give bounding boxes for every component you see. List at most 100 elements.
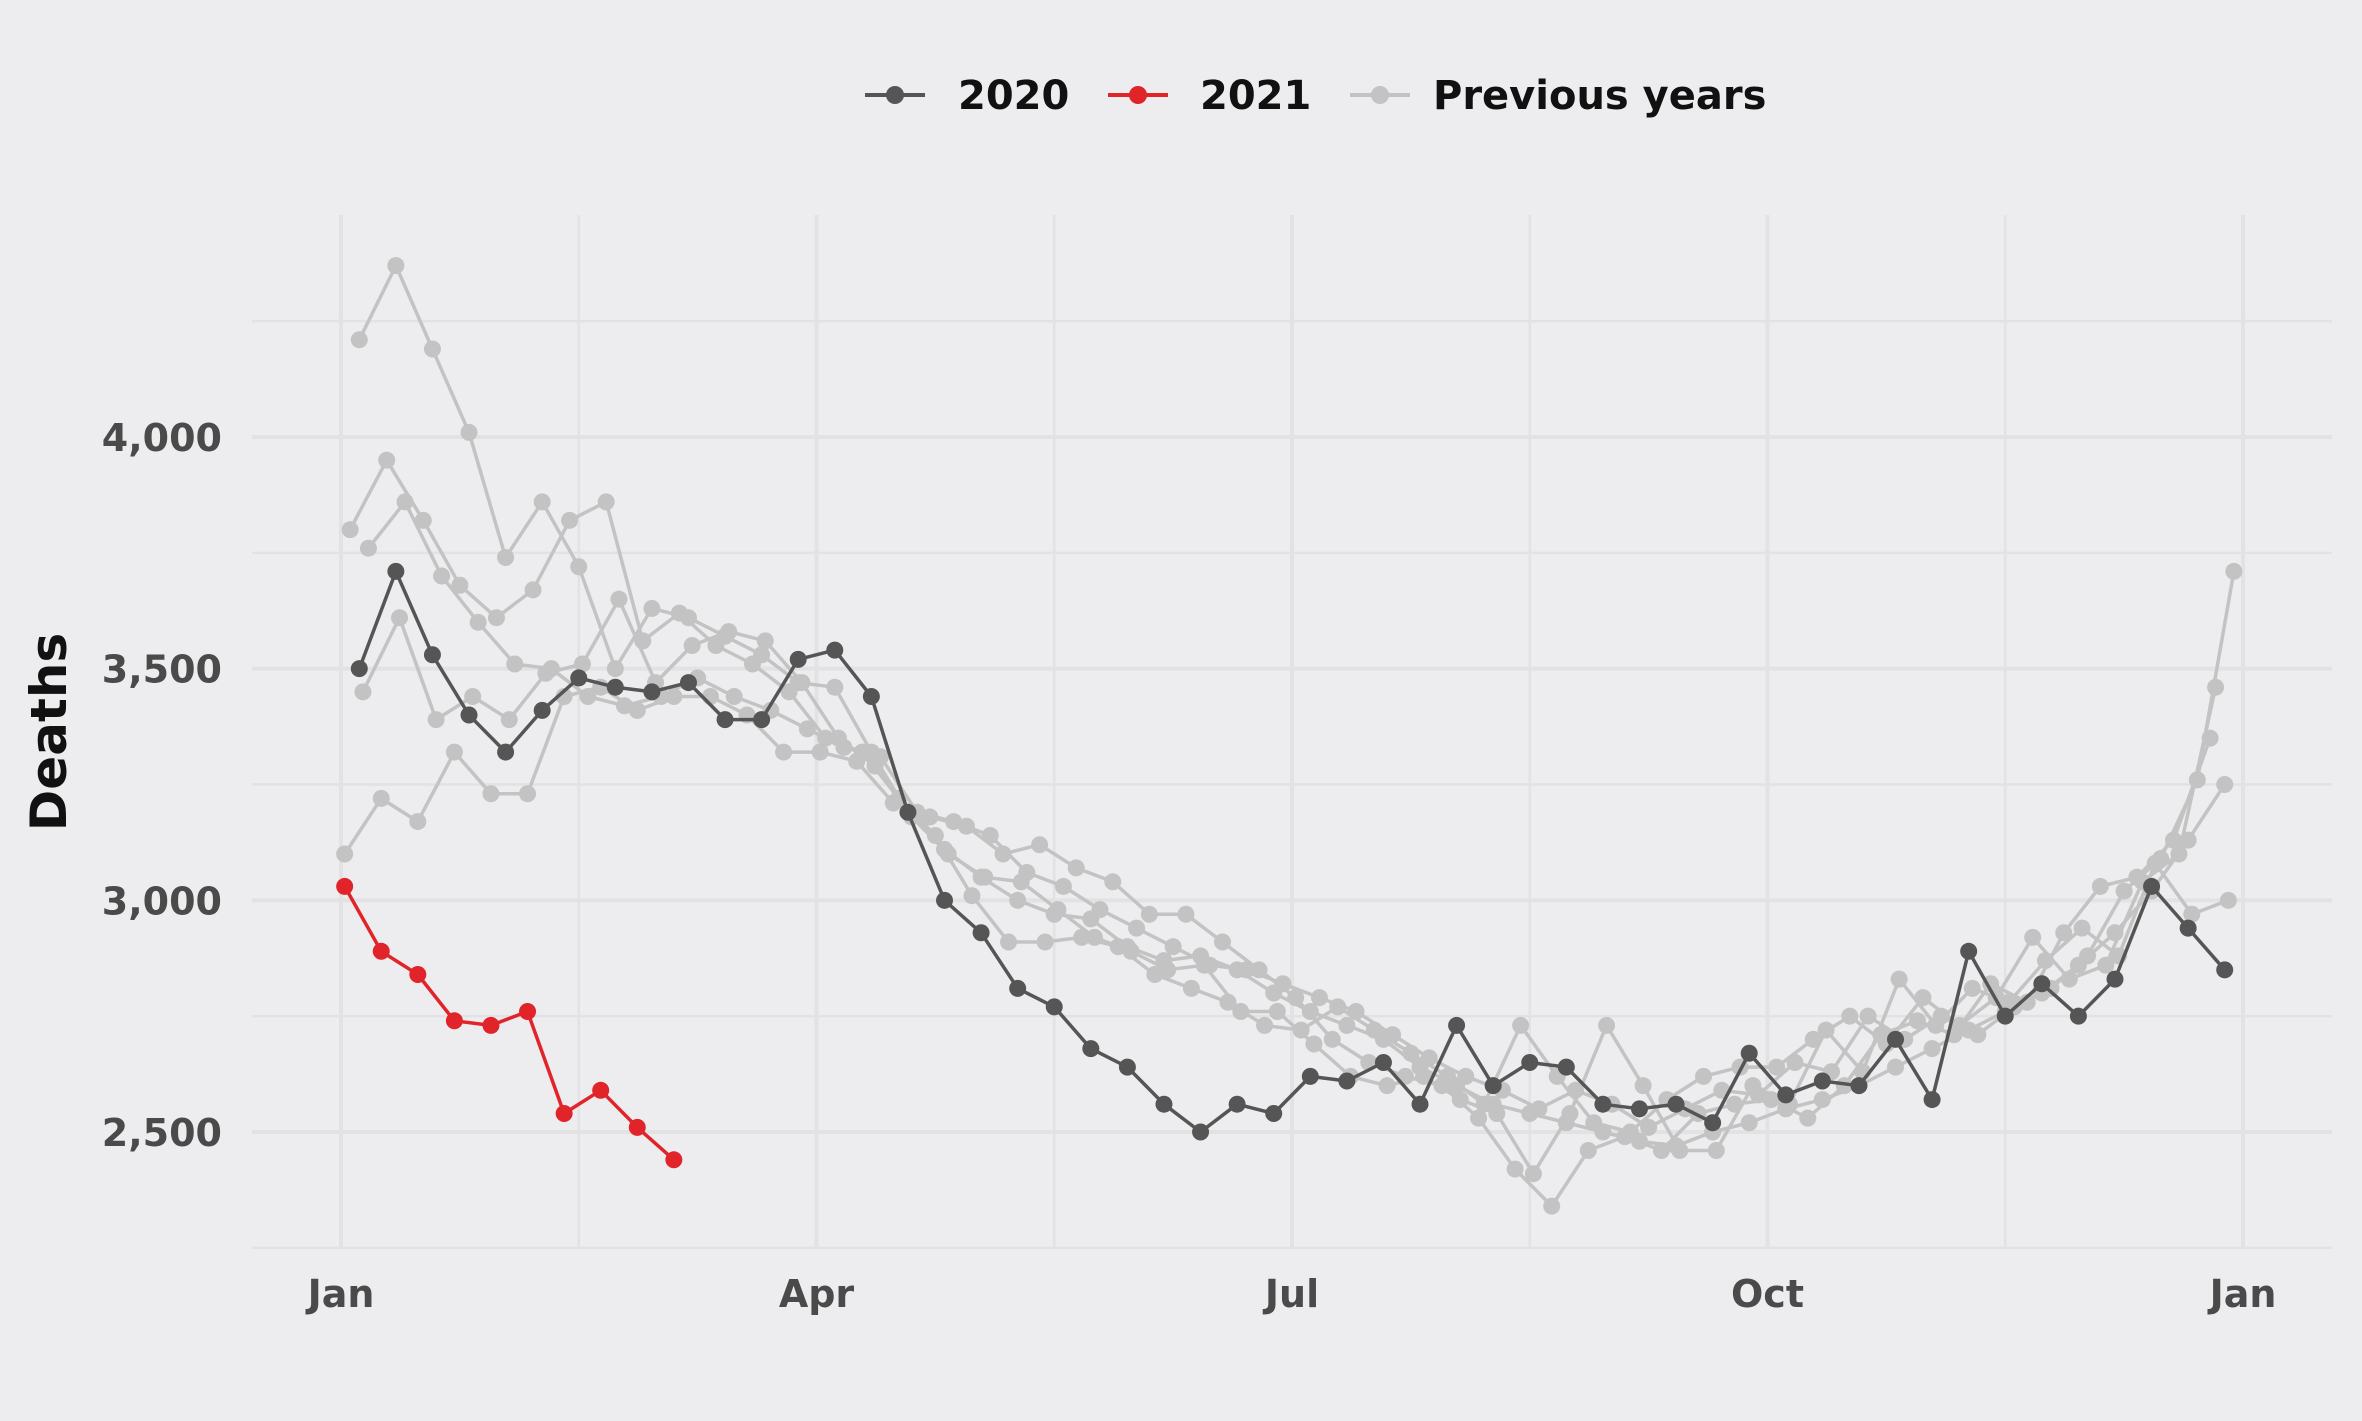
data-point: [1232, 1003, 1250, 1021]
data-point: [1841, 1007, 1859, 1025]
data-point: [2216, 961, 2234, 979]
data-point: [1049, 901, 1067, 919]
data-point: [1415, 1067, 1433, 1085]
data-point: [1634, 1077, 1652, 1095]
data-point: [336, 845, 354, 863]
data-point: [1012, 873, 1030, 891]
data-point: [1890, 970, 1908, 988]
data-point: [1887, 1030, 1905, 1048]
data-point: [2073, 919, 2091, 937]
data-point: [1140, 905, 1158, 923]
data-point: [1045, 998, 1063, 1016]
legend: 2020 2021 Previous years: [865, 73, 1766, 119]
data-point: [1579, 1142, 1597, 1160]
data-point: [1073, 928, 1091, 946]
data-point: [372, 942, 390, 960]
data-point: [957, 817, 975, 835]
data-point: [725, 687, 743, 705]
data-point: [341, 521, 359, 539]
data-point: [1067, 859, 1085, 877]
data-point: [994, 845, 1012, 863]
gridlines: [252, 215, 2332, 1250]
series-line: [361, 597, 2230, 1176]
data-point: [1850, 1077, 1868, 1095]
data-point: [1707, 1142, 1725, 1160]
data-point: [1506, 1160, 1524, 1178]
data-point: [1740, 1044, 1758, 1062]
data-point: [1740, 1114, 1758, 1132]
data-point: [2097, 956, 2115, 974]
data-point: [720, 623, 738, 641]
data-point: [482, 785, 500, 803]
data-point: [409, 965, 427, 983]
data-point: [1274, 975, 1292, 993]
data-point: [555, 687, 573, 705]
data-point: [469, 613, 487, 631]
data-point: [1561, 1104, 1579, 1122]
data-point: [606, 678, 624, 696]
data-point: [1996, 1007, 2014, 1025]
data-point: [1287, 989, 1305, 1007]
data-point: [1813, 1072, 1831, 1090]
x-tick-label: Jul: [1262, 1272, 1319, 1316]
data-point: [2000, 993, 2018, 1011]
data-point: [829, 729, 847, 747]
x-tick-label: Oct: [1731, 1272, 1804, 1316]
data-point: [573, 655, 591, 673]
data-point: [1159, 961, 1177, 979]
x-tick-label: Jan: [2207, 1272, 2277, 1316]
data-point: [2225, 562, 2243, 580]
data-point: [570, 558, 588, 576]
data-point: [1969, 1026, 1987, 1044]
x-tick-label: Jan: [305, 1272, 375, 1316]
data-point: [1177, 905, 1195, 923]
series-previous-years: [336, 678, 2219, 1215]
data-point: [775, 743, 793, 761]
data-point: [628, 1118, 646, 1136]
data-point: [1923, 1091, 1941, 1109]
legend-label: 2020: [958, 73, 1069, 119]
data-point: [1652, 1142, 1670, 1160]
data-point: [1310, 989, 1328, 1007]
data-point: [1237, 961, 1255, 979]
data-point: [606, 660, 624, 678]
data-point: [445, 1012, 463, 1030]
data-point: [1521, 1054, 1539, 1071]
data-point: [2106, 970, 2124, 988]
data-point: [1524, 1165, 1542, 1183]
data-point: [1082, 1040, 1100, 1058]
data-point: [1777, 1086, 1795, 1104]
series-line: [343, 885, 676, 1162]
data-point: [460, 423, 478, 441]
data-point: [372, 789, 390, 807]
data-point: [533, 493, 551, 511]
legend-label: Previous years: [1433, 73, 1766, 119]
data-point: [1122, 942, 1140, 960]
data-point: [451, 576, 469, 594]
data-point: [597, 493, 615, 511]
data-point: [1036, 933, 1054, 951]
data-point: [464, 687, 482, 705]
data-point: [537, 664, 555, 682]
series-line: [343, 685, 2212, 1208]
data-point: [1598, 1016, 1616, 1034]
data-point: [2219, 891, 2237, 909]
data-point: [433, 567, 451, 585]
data-point: [1000, 933, 1018, 951]
data-point: [826, 678, 844, 696]
data-point: [1195, 956, 1213, 974]
data-point: [1813, 1091, 1831, 1109]
data-point: [921, 808, 939, 826]
data-point: [2055, 924, 2073, 942]
series-2021: [336, 877, 683, 1169]
data-point: [1085, 928, 1103, 946]
data-point: [423, 646, 441, 664]
data-point: [506, 655, 524, 673]
data-point: [679, 674, 697, 692]
data-point: [555, 1104, 573, 1122]
data-point: [2033, 975, 2051, 993]
data-point: [561, 511, 579, 529]
data-point: [354, 683, 372, 701]
legend-item: 2021: [1108, 73, 1311, 119]
data-point: [707, 637, 725, 654]
